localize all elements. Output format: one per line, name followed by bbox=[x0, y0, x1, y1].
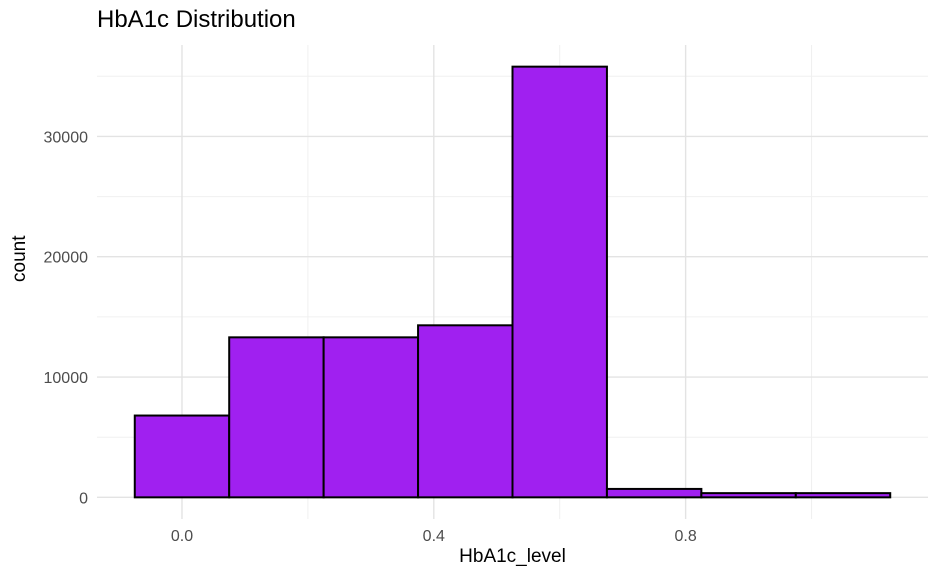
histogram-bar bbox=[605, 487, 703, 499]
y-tick-labels: 0 10000 20000 30000 bbox=[44, 129, 89, 507]
y-tick-label: 10000 bbox=[44, 370, 89, 387]
x-tick-label: 0.0 bbox=[171, 528, 193, 545]
y-tick-label: 20000 bbox=[44, 250, 89, 267]
histogram-bar bbox=[511, 65, 608, 499]
chart-title: HbA1c Distribution bbox=[97, 6, 296, 33]
x-tick-label: 0.4 bbox=[423, 528, 445, 545]
histogram-bar bbox=[228, 336, 325, 499]
histogram-bar bbox=[700, 492, 797, 499]
histogram-bar bbox=[417, 324, 514, 499]
histogram-bar bbox=[794, 492, 892, 499]
histogram-bar bbox=[322, 336, 420, 499]
histogram-bars bbox=[133, 65, 892, 499]
histogram-bar bbox=[133, 414, 231, 499]
x-tick-label: 0.8 bbox=[675, 528, 697, 545]
x-axis-label: HbA1c_level bbox=[459, 546, 566, 567]
y-tick-label: 30000 bbox=[44, 129, 89, 146]
y-tick-label: 0 bbox=[79, 490, 88, 507]
x-tick-labels: 0.0 0.4 0.8 bbox=[171, 528, 697, 545]
